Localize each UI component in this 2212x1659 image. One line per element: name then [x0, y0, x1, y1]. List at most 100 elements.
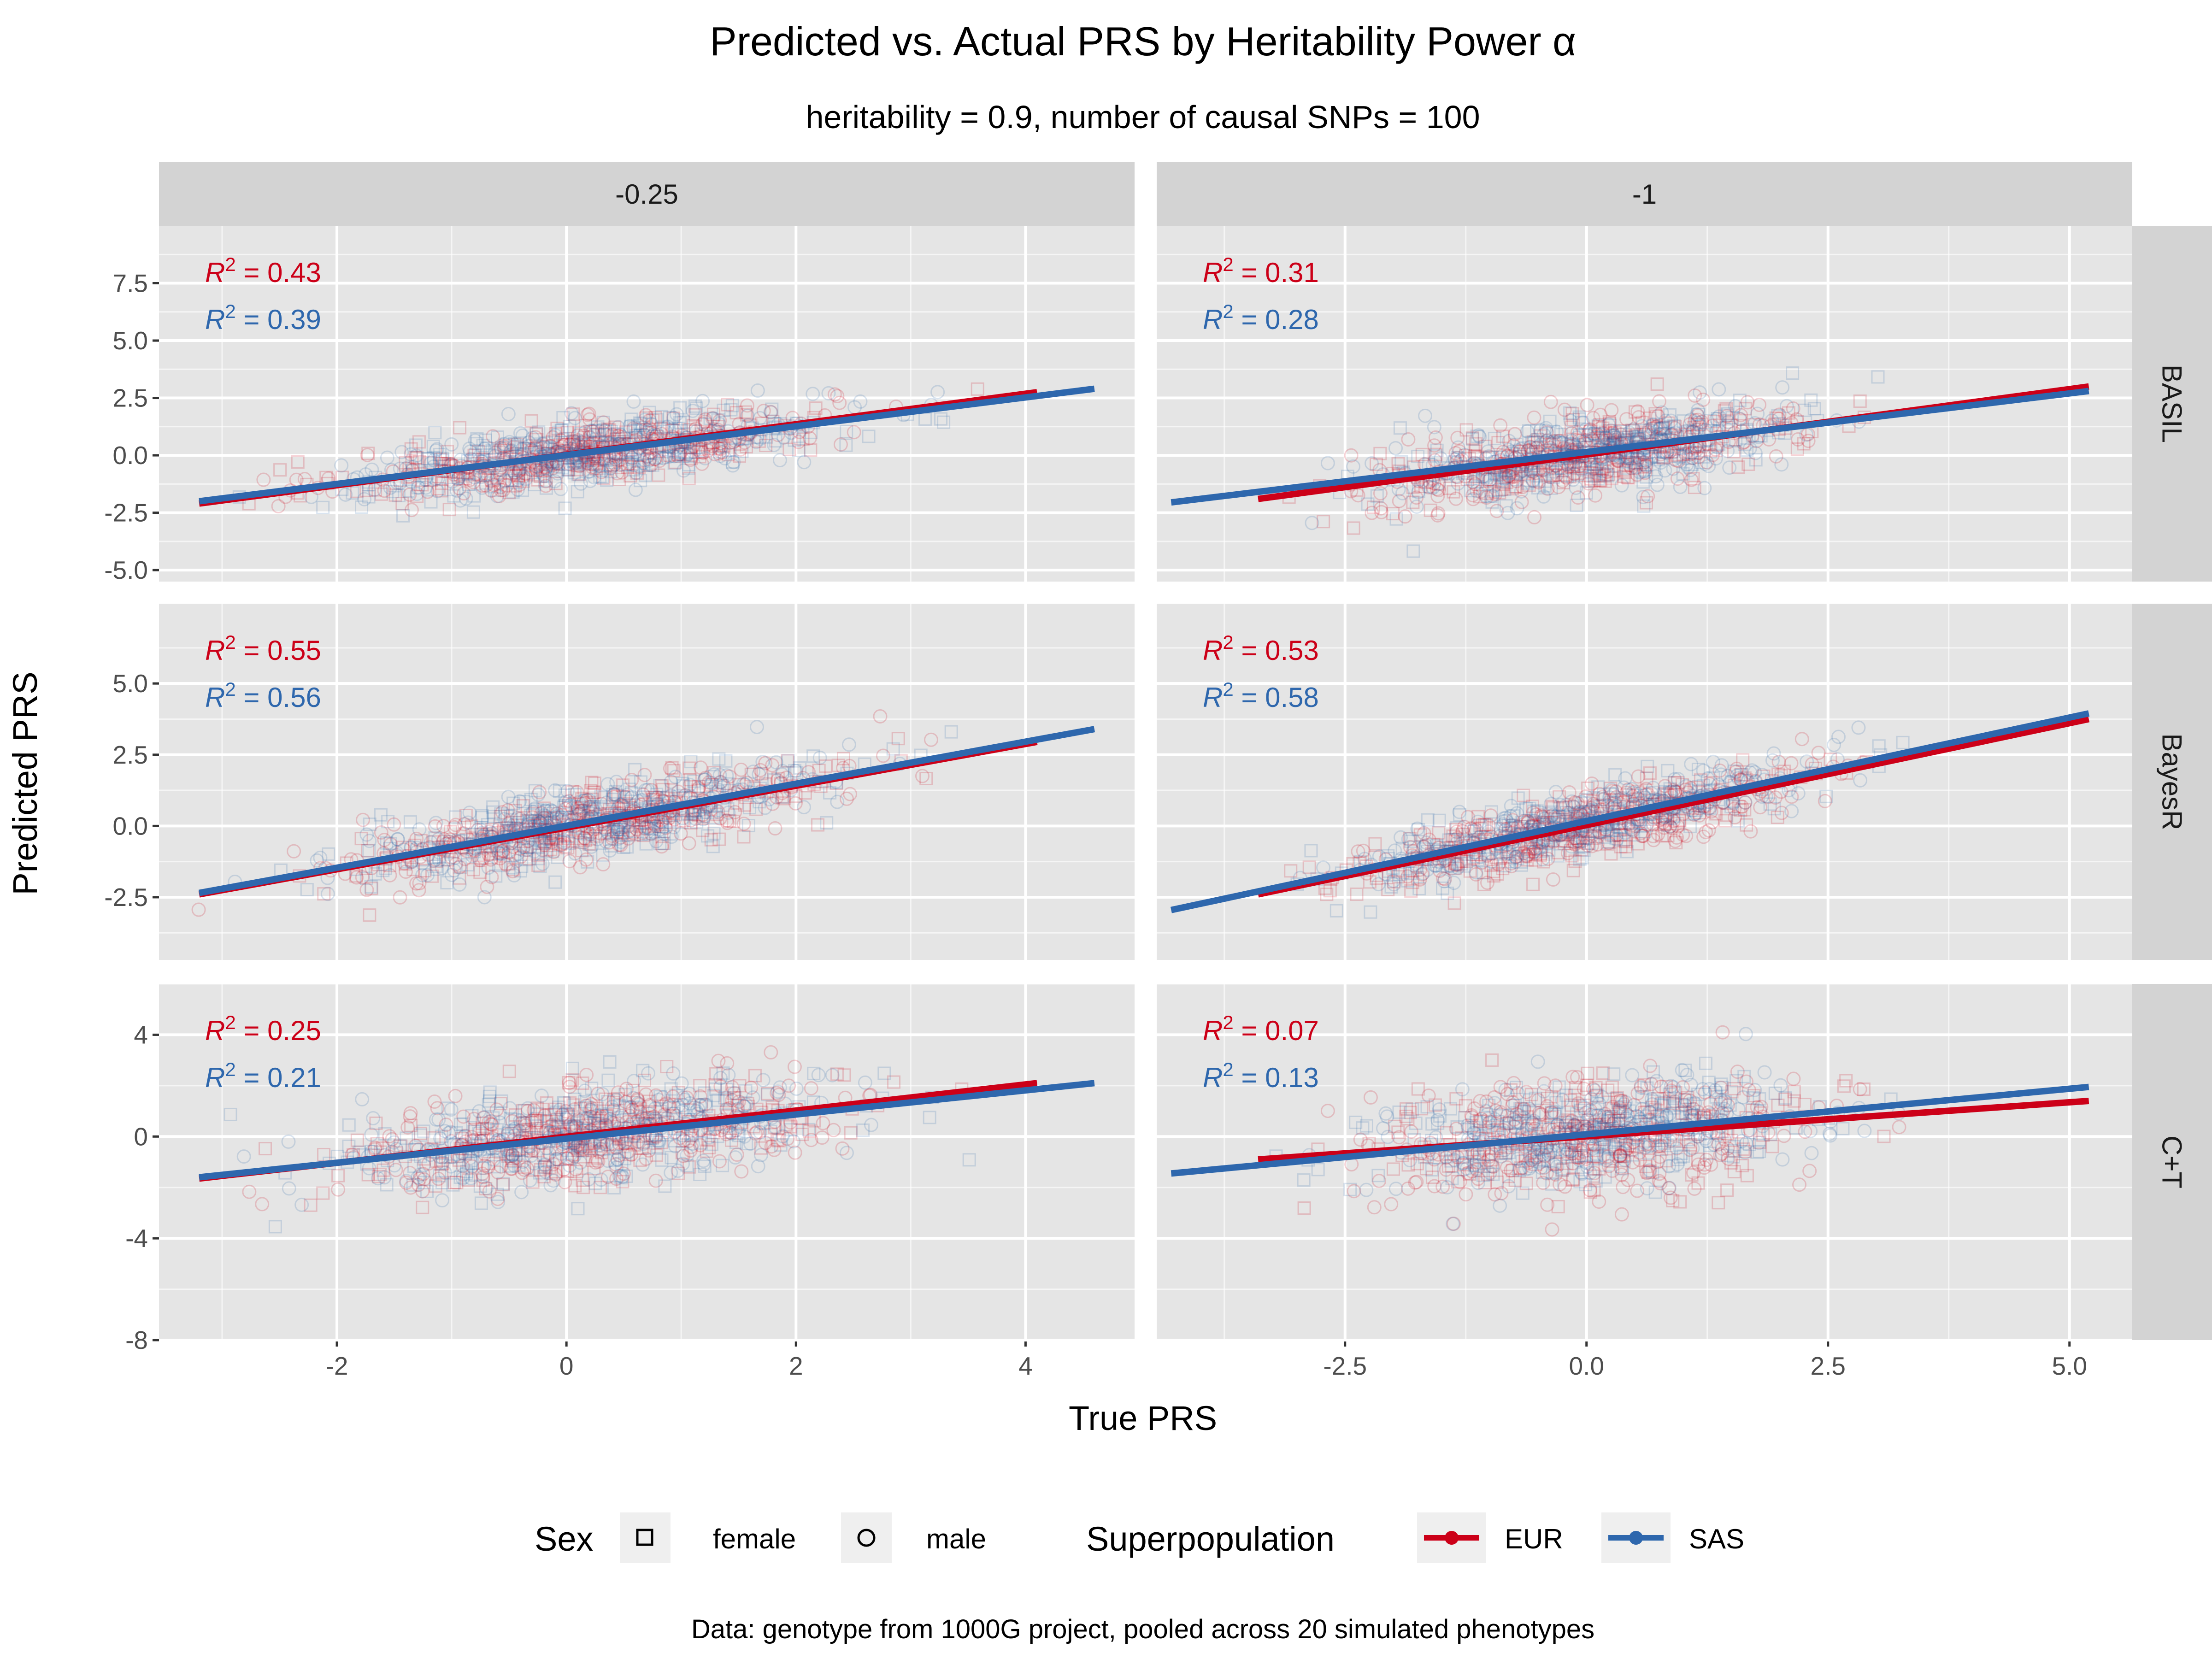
data-point-female-eur — [585, 792, 599, 806]
data-point-female-sas — [707, 804, 721, 818]
data-point-male-eur — [1529, 465, 1543, 480]
data-point-male-sas — [465, 848, 480, 863]
data-point-female-sas — [1412, 823, 1425, 836]
data-point-female-eur — [1638, 460, 1652, 474]
data-point-male-sas — [737, 1129, 752, 1144]
data-point-female-sas — [923, 1111, 936, 1124]
data-point-male-sas — [1604, 423, 1618, 438]
data-point-female-sas — [1639, 818, 1653, 832]
data-point-female-sas — [578, 1101, 592, 1115]
data-point-female-sas — [792, 429, 806, 443]
data-point-male-eur — [1752, 397, 1767, 412]
data-point-male-eur — [657, 1107, 672, 1122]
data-point-female-sas — [1807, 402, 1821, 416]
data-point-female-eur — [1432, 477, 1446, 491]
data-point-male-eur — [476, 850, 491, 865]
data-point-female-eur — [317, 887, 331, 901]
data-point-male-sas — [662, 449, 677, 464]
data-point-male-sas — [655, 1090, 670, 1105]
data-point-male-sas — [481, 860, 496, 875]
data-point-female-sas — [516, 483, 529, 497]
data-point-male-sas — [1679, 779, 1694, 794]
data-point-male-sas — [666, 1106, 681, 1121]
data-point-female-eur — [361, 844, 375, 858]
data-point-female-eur — [727, 814, 741, 828]
data-point-male-eur — [1557, 402, 1572, 417]
data-point-female-eur — [369, 1116, 383, 1130]
data-point-male-eur — [383, 837, 398, 852]
data-point-female-sas — [1624, 452, 1638, 465]
data-point-male-eur — [565, 1119, 580, 1134]
data-point-male-eur — [548, 1167, 563, 1182]
data-point-male-sas — [517, 840, 531, 854]
data-point-male-sas — [1471, 428, 1486, 443]
data-point-female-sas — [1534, 845, 1548, 859]
data-point-female-eur — [642, 1094, 656, 1108]
data-point-female-sas — [521, 841, 535, 854]
data-point-female-sas — [1646, 419, 1660, 433]
data-point-female-eur — [919, 771, 933, 785]
data-point-female-eur — [1520, 853, 1534, 867]
data-point-female-eur — [795, 1128, 809, 1141]
data-point-male-sas — [513, 426, 528, 441]
data-point-female-sas — [528, 478, 541, 492]
data-point-female-eur — [603, 423, 617, 437]
data-point-male-eur — [722, 769, 737, 784]
data-point-male-eur — [618, 1094, 633, 1109]
data-point-male-eur — [720, 816, 735, 830]
data-point-female-sas — [402, 484, 416, 498]
data-point-female-sas — [1763, 797, 1777, 811]
data-point-male-sas — [1386, 874, 1401, 888]
data-point-female-eur — [331, 1169, 345, 1182]
data-point-male-sas — [488, 446, 502, 460]
data-point-female-sas — [655, 820, 669, 834]
data-point-male-sas — [682, 1096, 697, 1111]
data-point-female-sas — [642, 406, 656, 419]
data-point-female-sas — [617, 840, 630, 854]
y-tick-label: -8 — [125, 1326, 148, 1354]
data-point-female-sas — [535, 465, 549, 478]
data-point-female-eur — [1617, 795, 1630, 809]
data-point-female-eur — [619, 797, 633, 811]
data-point-male-eur — [1465, 488, 1480, 503]
data-point-male-eur — [1555, 474, 1570, 488]
data-point-female-sas — [1467, 481, 1481, 495]
data-point-female-eur — [1586, 794, 1600, 808]
data-point-female-sas — [1665, 785, 1678, 799]
data-point-female-eur — [452, 1153, 466, 1167]
data-point-female-eur — [671, 1086, 685, 1100]
data-point-male-sas — [1564, 839, 1579, 854]
data-point-male-eur — [712, 441, 726, 456]
data-point-male-eur — [1705, 447, 1720, 462]
data-point-female-eur — [1526, 877, 1540, 891]
data-point-female-eur — [1406, 480, 1420, 494]
data-point-male-sas — [1667, 772, 1682, 787]
data-point-female-sas — [577, 1115, 590, 1129]
data-point-female-eur — [1604, 782, 1618, 795]
data-point-female-eur — [1593, 418, 1607, 432]
data-point-female-eur — [682, 471, 696, 485]
data-point-female-eur — [575, 792, 589, 806]
data-point-male-sas — [609, 775, 624, 789]
data-point-male-sas — [1511, 443, 1525, 458]
data-point-male-sas — [1636, 788, 1651, 803]
data-point-male-eur — [1549, 468, 1564, 482]
data-point-female-eur — [539, 835, 553, 849]
data-point-female-eur — [1676, 447, 1690, 461]
data-point-female-eur — [530, 441, 544, 455]
data-point-male-eur — [611, 1085, 625, 1100]
data-point-male-sas — [404, 447, 418, 462]
data-point-female-sas — [546, 844, 559, 858]
data-point-female-sas — [383, 837, 397, 851]
data-point-male-sas — [698, 451, 712, 465]
data-point-male-eur — [594, 796, 609, 811]
data-point-male-sas — [507, 868, 522, 882]
data-point-male-eur — [499, 857, 513, 872]
data-point-female-sas — [622, 450, 635, 464]
data-point-female-sas — [430, 862, 444, 876]
data-point-female-sas — [1514, 855, 1528, 869]
data-point-male-sas — [1437, 874, 1452, 888]
data-point-female-sas — [682, 458, 696, 471]
data-point-male-eur — [725, 1093, 740, 1107]
data-point-male-sas — [644, 458, 659, 472]
